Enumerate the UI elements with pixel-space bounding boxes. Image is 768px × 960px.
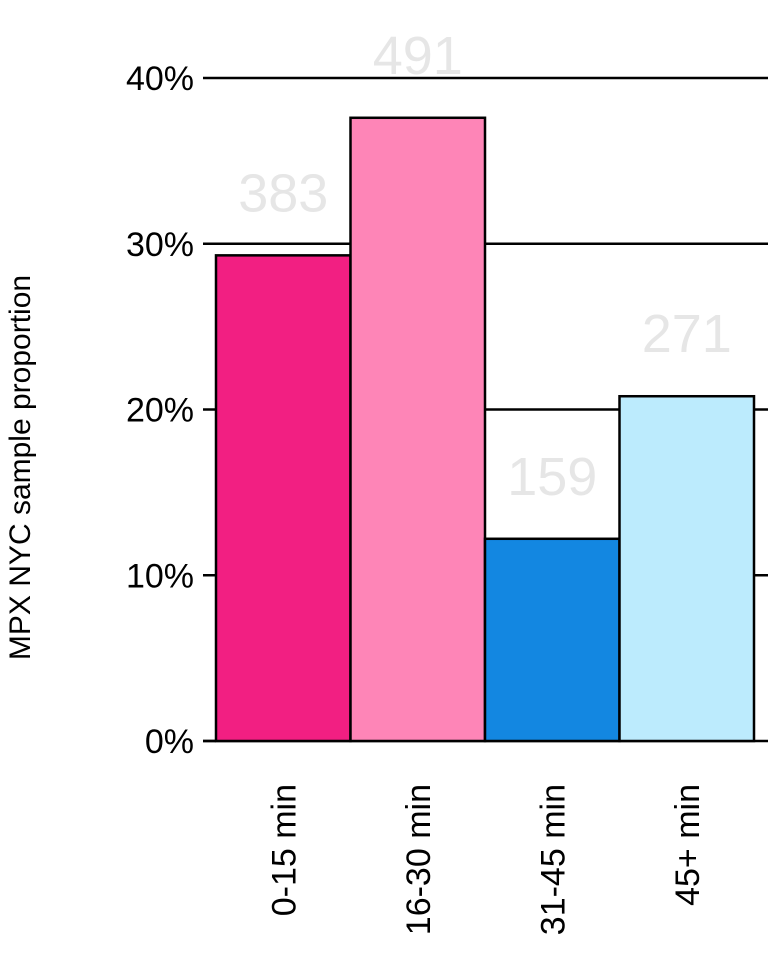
bar-count-label: 491 [373, 26, 463, 86]
x-axis-categories: 0-15 min 16-30 min 31-45 min 45+ min [265, 784, 707, 935]
bar [618, 394, 756, 743]
bars [214, 116, 756, 743]
bar [214, 254, 352, 743]
y-axis-ticks: 0% 10% 20% 30% 40% [126, 60, 216, 761]
bar [349, 116, 487, 743]
bar-count-label: 159 [507, 447, 597, 507]
y-tick-label: 30% [126, 226, 194, 264]
x-category-label: 31-45 min [534, 784, 572, 935]
y-tick-label: 20% [126, 392, 194, 430]
x-category-label: 45+ min [669, 784, 707, 906]
y-axis-title: MPX NYC sample proportion [4, 275, 37, 660]
bar [483, 537, 621, 743]
y-tick-label: 40% [126, 60, 194, 98]
y-tick-label: 0% [145, 723, 194, 761]
x-category-label: 0-15 min [265, 784, 303, 916]
bar-count-label: 271 [642, 304, 732, 364]
bar-count-label: 383 [238, 163, 328, 223]
y-tick-label: 10% [126, 557, 194, 595]
x-category-label: 16-30 min [400, 784, 438, 935]
data-labels: 383 491 159 271 [238, 26, 732, 507]
